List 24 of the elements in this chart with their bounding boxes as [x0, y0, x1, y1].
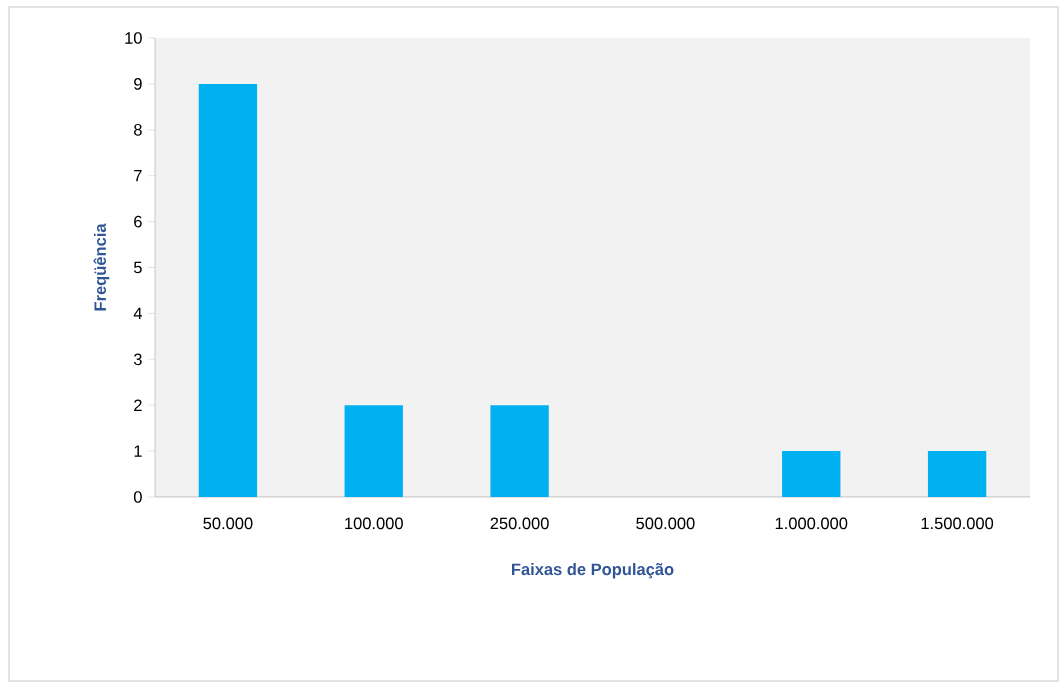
- y-tick-label: 6: [134, 215, 142, 228]
- y-tick-label: 9: [134, 78, 142, 90]
- y-tick-label: 0: [133, 491, 142, 503]
- y-tick-label: 1: [134, 445, 142, 457]
- y-tick-label: 10: [125, 32, 142, 44]
- x-tick-label: 1.000.000: [775, 517, 848, 530]
- x-tick-label: 50.000: [203, 517, 253, 530]
- y-tick-label: 8: [134, 123, 142, 136]
- x-axis-title: Faixas de População: [512, 563, 674, 579]
- bar: [782, 451, 841, 497]
- x-tick-label: 250.000: [490, 517, 549, 530]
- x-tick-label: 100.000: [345, 517, 403, 530]
- bar: [927, 451, 987, 497]
- bar: [198, 83, 258, 497]
- y-tick-label: 4: [133, 307, 142, 320]
- x-tick-label: 500.000: [636, 517, 695, 530]
- y-axis-title: Freqüência: [93, 223, 110, 311]
- y-tick-label: 7: [134, 170, 142, 182]
- y-tick-label: 3: [133, 353, 142, 366]
- y-tick-label: 5: [133, 261, 142, 274]
- x-tick-label: 1.500.000: [921, 517, 994, 530]
- bar: [344, 405, 403, 497]
- bar: [490, 405, 549, 497]
- y-tick-label: 2: [134, 399, 142, 411]
